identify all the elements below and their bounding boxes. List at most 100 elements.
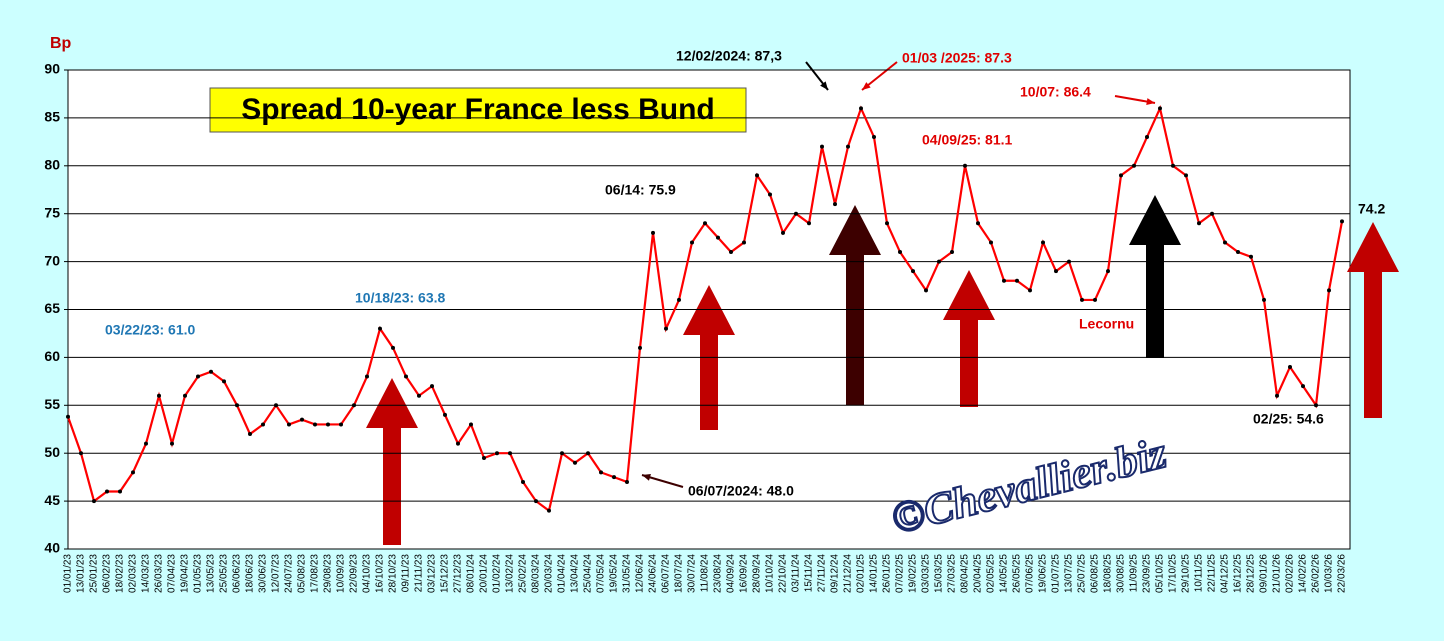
marker xyxy=(573,460,577,465)
x-tick-label: 14/02/26 xyxy=(1298,554,1309,593)
x-tick-label: 17/08/23 xyxy=(310,554,321,593)
marker xyxy=(1340,219,1344,224)
pointer-head xyxy=(862,82,871,90)
marker xyxy=(1093,297,1097,302)
y-tick-label: 40 xyxy=(44,540,60,556)
marker xyxy=(261,422,265,427)
marker xyxy=(1236,250,1240,255)
marker xyxy=(430,384,434,389)
x-tick-label: 13/02/24 xyxy=(505,554,516,593)
x-tick-label: 07/05/24 xyxy=(596,554,607,593)
x-tick-label: 13/04/24 xyxy=(570,554,581,593)
annotation: 12/02/2024: 87,3 xyxy=(676,48,782,64)
x-tick-label: 13/05/23 xyxy=(206,554,217,593)
marker xyxy=(846,144,850,149)
arrow xyxy=(829,205,881,405)
marker xyxy=(326,422,330,427)
marker xyxy=(209,369,213,374)
x-tick-label: 05/08/23 xyxy=(297,554,308,593)
x-tick-label: 30/08/25 xyxy=(1116,554,1127,593)
x-tick-label: 09/11/23 xyxy=(401,554,412,593)
y-tick-label: 60 xyxy=(44,348,60,364)
marker xyxy=(703,221,707,226)
x-tick-label: 16/10/23 xyxy=(375,554,386,593)
x-tick-label: 24/06/24 xyxy=(648,554,659,593)
marker xyxy=(1223,240,1227,245)
x-tick-label: 11/09/25 xyxy=(1129,554,1140,593)
annotation: 01/03 /2025: 87.3 xyxy=(902,50,1012,66)
marker xyxy=(1054,269,1058,274)
y-axis-label: Bp xyxy=(50,35,72,52)
marker xyxy=(950,250,954,255)
x-tick-label: 21/01/26 xyxy=(1272,554,1283,593)
marker xyxy=(365,374,369,379)
x-tick-label: 11/08/24 xyxy=(700,554,711,593)
chart-title: Spread 10-year France less Bund xyxy=(241,93,715,126)
marker xyxy=(443,412,447,417)
marker xyxy=(144,441,148,446)
x-tick-label: 07/02/25 xyxy=(895,554,906,593)
marker xyxy=(118,489,122,494)
marker xyxy=(1145,135,1149,140)
marker xyxy=(196,374,200,379)
annotation: 10/18/23: 63.8 xyxy=(355,290,446,306)
marker xyxy=(560,451,564,456)
annotation: 74.2 xyxy=(1358,201,1385,217)
pointer-head xyxy=(820,81,828,90)
x-tick-label: 17/10/25 xyxy=(1168,554,1179,593)
marker xyxy=(807,221,811,226)
marker xyxy=(313,422,317,427)
marker xyxy=(664,326,668,331)
x-tick-label: 23/09/25 xyxy=(1142,554,1153,593)
marker xyxy=(963,163,967,168)
x-tick-label: 26/05/25 xyxy=(1012,554,1023,593)
marker xyxy=(1275,393,1279,398)
x-tick-label: 27/03/25 xyxy=(947,554,958,593)
marker xyxy=(729,250,733,255)
x-tick-label: 20/01/24 xyxy=(479,554,490,593)
marker xyxy=(820,144,824,149)
x-tick-label: 21/11/23 xyxy=(414,554,425,593)
marker xyxy=(1028,288,1032,293)
x-tick-label: 20/03/24 xyxy=(544,554,555,593)
annotation: 10/07: 86.4 xyxy=(1020,84,1091,100)
marker xyxy=(79,451,83,456)
marker xyxy=(1301,384,1305,389)
marker xyxy=(508,451,512,456)
x-tick-label: 25/05/23 xyxy=(219,554,230,593)
x-tick-label: 01/04/24 xyxy=(557,554,568,593)
x-tick-label: 01/07/25 xyxy=(1051,554,1062,593)
x-tick-label: 25/02/24 xyxy=(518,554,529,593)
marker xyxy=(1106,269,1110,274)
arrow xyxy=(1347,222,1399,418)
marker xyxy=(1015,278,1019,283)
x-tick-label: 06/07/24 xyxy=(661,554,672,593)
x-tick-label: 02/05/25 xyxy=(986,554,997,593)
marker xyxy=(521,479,525,484)
x-tick-label: 27/12/23 xyxy=(453,554,464,593)
x-tick-label: 26/03/23 xyxy=(154,554,165,593)
marker xyxy=(859,106,863,111)
y-tick-label: 70 xyxy=(44,252,60,268)
marker xyxy=(742,240,746,245)
x-tick-label: 29/10/25 xyxy=(1181,554,1192,593)
y-tick-label: 85 xyxy=(44,109,60,125)
x-tick-label: 22/03/26 xyxy=(1337,554,1348,593)
marker xyxy=(1197,221,1201,226)
annotation: 02/25: 54.6 xyxy=(1253,411,1324,427)
marker xyxy=(794,211,798,216)
x-tick-label: 21/12/24 xyxy=(843,554,854,593)
x-tick-label: 28/10/23 xyxy=(388,554,399,593)
x-tick-label: 19/05/24 xyxy=(609,554,620,593)
x-tick-label: 10/09/23 xyxy=(336,554,347,593)
y-tick-label: 65 xyxy=(44,300,60,316)
marker xyxy=(612,475,616,480)
x-tick-label: 22/10/24 xyxy=(778,554,789,593)
x-tick-label: 14/01/25 xyxy=(869,554,880,593)
marker xyxy=(690,240,694,245)
y-tick-label: 75 xyxy=(44,204,60,220)
marker xyxy=(1262,297,1266,302)
x-tick-label: 12/06/24 xyxy=(635,554,646,593)
x-tick-label: 23/08/24 xyxy=(713,554,724,593)
marker xyxy=(898,250,902,255)
